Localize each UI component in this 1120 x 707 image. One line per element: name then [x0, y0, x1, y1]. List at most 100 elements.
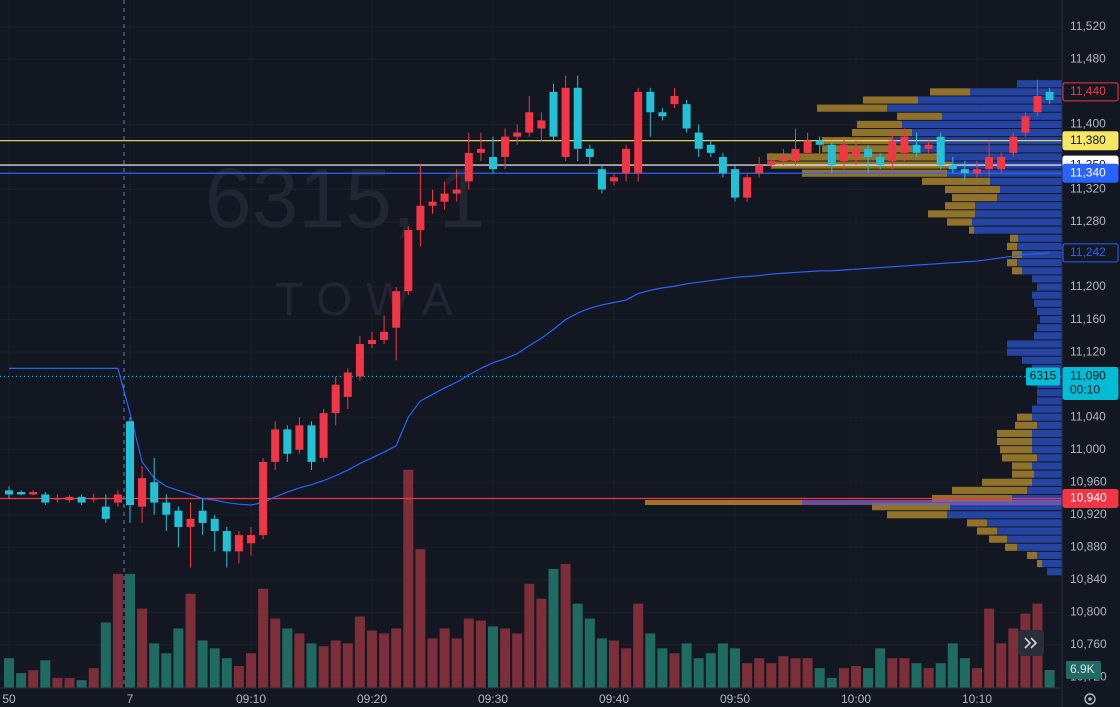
volume-bar [488, 626, 498, 688]
profile-down [969, 226, 974, 234]
candle-body [174, 510, 183, 527]
price-label-box [1062, 163, 1119, 183]
candle-body [355, 344, 364, 377]
profile-down [857, 120, 902, 128]
profile-up [1032, 275, 1062, 283]
candle-body [476, 148, 485, 153]
y-tick-label: 10,920 [1070, 507, 1107, 521]
volume-bar [548, 568, 559, 688]
y-tick-label: 11,160 [1070, 312, 1106, 326]
vwap-line [9, 252, 1050, 506]
profile-down [1015, 421, 1037, 429]
profile-up [1034, 470, 1062, 478]
volume-bar [572, 603, 583, 688]
volume-bar [560, 563, 571, 688]
profile-up [1037, 421, 1062, 429]
volume-bar [197, 640, 208, 688]
candle-body [29, 492, 38, 495]
profile-up [1032, 438, 1062, 446]
profile-up [1017, 80, 1062, 88]
candle-body [900, 136, 909, 153]
volume-bar [742, 663, 753, 688]
volume-bar [137, 608, 148, 688]
profile-down [930, 88, 970, 96]
volume-bar [246, 653, 256, 688]
volume-bar [766, 663, 777, 688]
candle-body [162, 502, 171, 515]
profile-down [977, 527, 997, 535]
countdown: 00:10 [1070, 383, 1100, 397]
candle-body [634, 91, 643, 174]
candle-body [791, 148, 800, 162]
profile-up [1040, 316, 1062, 324]
candle-body [924, 144, 933, 149]
price-label-box [1062, 131, 1119, 151]
volume-bar [282, 628, 293, 688]
profile-down [1005, 543, 1017, 551]
volume-bar [270, 618, 281, 688]
profile-up [1037, 307, 1062, 316]
profile-down [1007, 259, 1017, 267]
candle-body [985, 156, 994, 170]
candle-body [53, 498, 62, 500]
candle-body [247, 535, 255, 544]
y-tick-label: 10,800 [1070, 605, 1107, 619]
candle-body [839, 144, 848, 162]
volume-bar [427, 638, 438, 688]
volume-bar [100, 622, 111, 688]
candle-body [597, 169, 606, 190]
volume-bar [76, 680, 87, 688]
symbol-label: 6315 [1030, 369, 1057, 383]
volume-bar [258, 588, 269, 688]
profile-up [887, 104, 1062, 112]
y-tick-label: 10,880 [1070, 539, 1107, 553]
y-tick-label: 11,040 [1070, 409, 1106, 423]
profile-up [1042, 560, 1062, 568]
volume-bar [64, 678, 75, 688]
candle-body [295, 425, 304, 450]
profile-down [1007, 242, 1017, 250]
volume-bar [681, 643, 692, 688]
profile-up [1032, 413, 1062, 421]
volume-bar [403, 469, 414, 688]
volume-bar [149, 643, 160, 688]
volume-bar [28, 670, 39, 688]
profile-down [1010, 234, 1018, 242]
candle-body [706, 144, 715, 153]
y-tick-label: 11,200 [1070, 279, 1106, 293]
volume-bar [754, 658, 765, 688]
profile-down [967, 519, 987, 527]
profile-up [1032, 429, 1062, 438]
x-tick-label: 09:50 [720, 692, 750, 706]
settings-icon[interactable] [1084, 693, 1096, 705]
candle-body [416, 205, 425, 231]
profile-down [1012, 462, 1032, 470]
price-label-box [1062, 367, 1119, 401]
profile-down [952, 486, 1027, 494]
candle-body [585, 148, 594, 157]
profile-up [975, 210, 1062, 218]
candle-body [682, 104, 691, 129]
profile-up [987, 519, 1062, 527]
candle-body [307, 425, 316, 462]
volume-bar [984, 608, 995, 688]
candle-body [537, 120, 546, 129]
scroll-button[interactable] [1018, 630, 1044, 656]
candle-body [670, 95, 679, 105]
watermark-name: TOWA [275, 273, 466, 325]
profile-up [1037, 551, 1062, 560]
volume-bar [826, 678, 837, 688]
price-label-box [1062, 82, 1119, 102]
profile-down [982, 478, 1032, 486]
symbol-box [1026, 367, 1060, 386]
profile-up [1037, 283, 1062, 291]
volume-bar [790, 658, 801, 688]
volume-bar [996, 643, 1007, 688]
volume-bar [16, 673, 27, 688]
candle-body [743, 177, 752, 198]
profile-up [1007, 340, 1062, 348]
candle-body [464, 152, 473, 182]
profile-down [945, 185, 1000, 194]
profile-up [970, 88, 1062, 96]
profile-down [1012, 250, 1022, 259]
